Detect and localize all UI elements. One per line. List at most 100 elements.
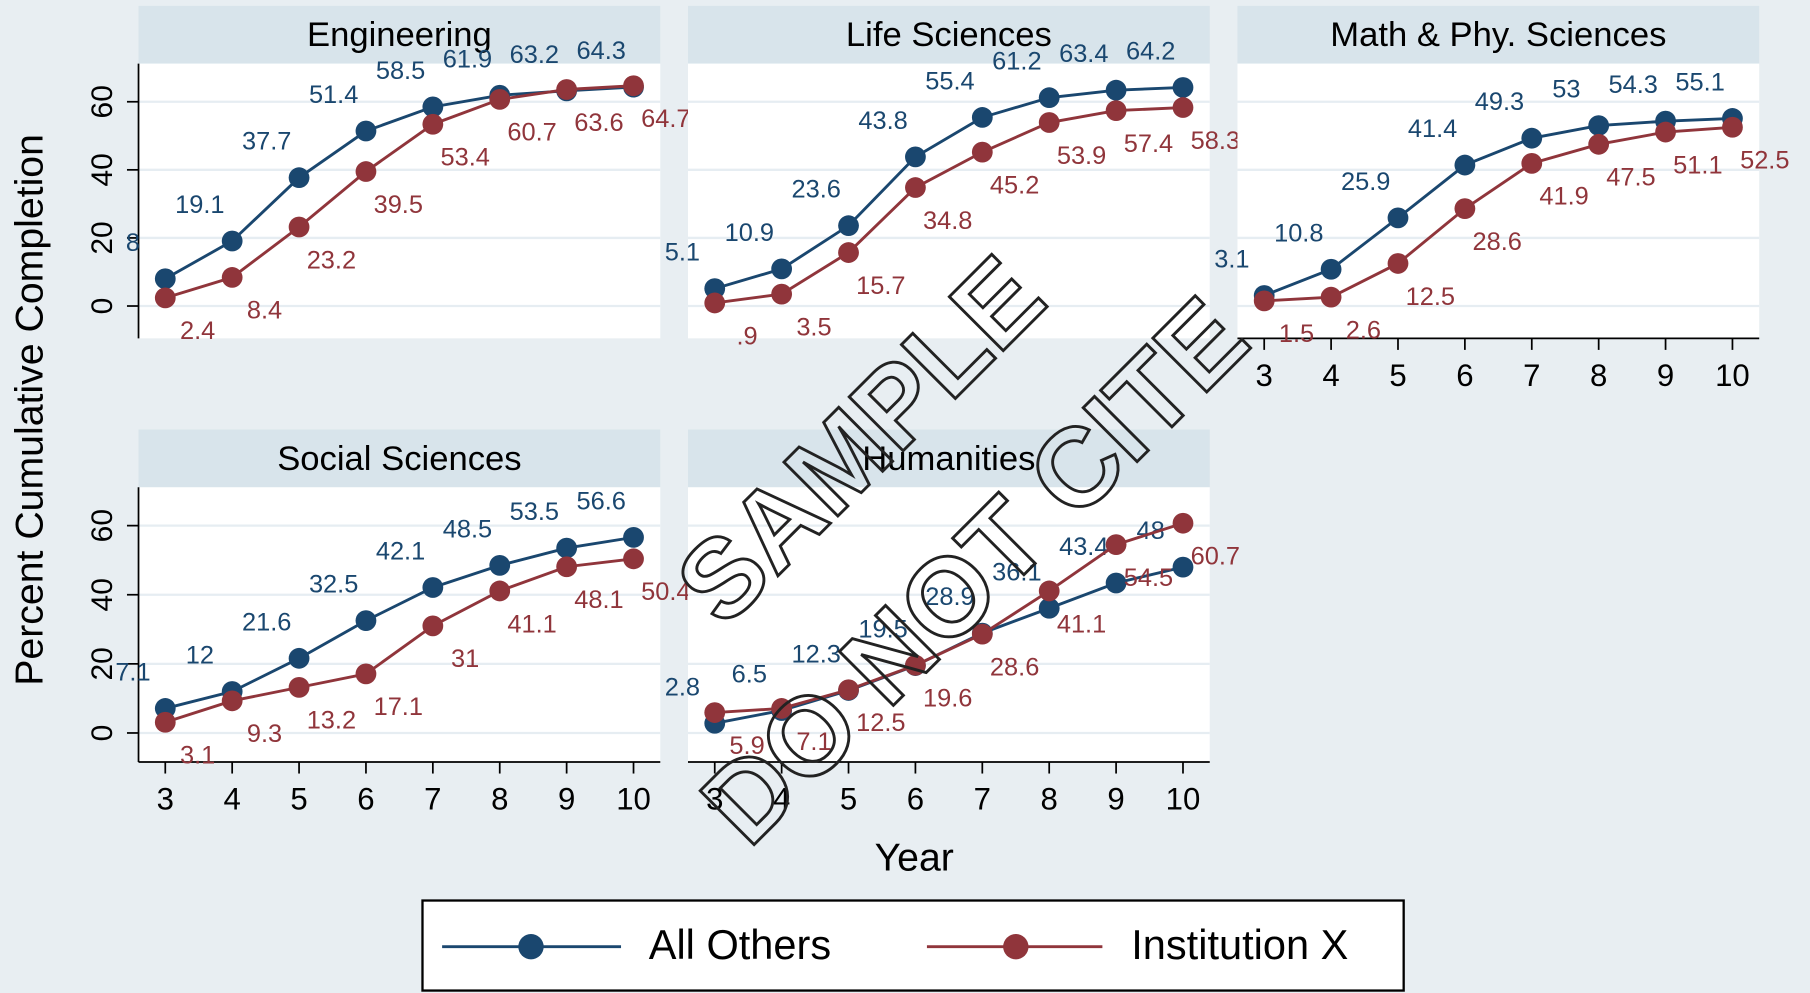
marker <box>1172 556 1194 578</box>
data-label: 12.3 <box>792 641 841 669</box>
legend-marker <box>518 933 544 960</box>
marker <box>1454 154 1476 176</box>
marker <box>838 679 859 701</box>
data-label: 5.9 <box>729 732 764 760</box>
marker <box>288 676 310 698</box>
data-label: 56.6 <box>577 487 626 515</box>
data-label: 53 <box>1552 76 1580 104</box>
series-line <box>164 557 634 724</box>
data-label: 47.5 <box>1606 164 1655 192</box>
marker <box>971 141 993 163</box>
marker <box>1588 133 1610 155</box>
data-label: 63.2 <box>510 41 559 69</box>
data-label: 54.5 <box>1124 564 1173 592</box>
data-label: 51.1 <box>1673 151 1722 179</box>
y-tick-label: 40 <box>86 578 119 611</box>
marker <box>355 161 377 182</box>
series-line <box>164 84 634 300</box>
marker <box>1172 97 1194 118</box>
data-label: 23.6 <box>792 176 841 204</box>
data-label: 12 <box>186 642 214 670</box>
data-label: 31 <box>451 645 479 673</box>
marker <box>422 96 444 118</box>
data-label: 41.9 <box>1539 183 1588 211</box>
marker <box>1454 198 1476 220</box>
data-label: 15.7 <box>856 272 905 300</box>
panel-strip <box>687 5 1210 64</box>
x-tick-label: 3 <box>157 781 174 816</box>
data-label: 43.8 <box>858 107 907 135</box>
data-label: 54.3 <box>1609 71 1658 99</box>
data-label: 3.1 <box>180 742 215 770</box>
data-label: 5.1 <box>665 239 700 267</box>
panel-title: Humanities <box>862 440 1035 478</box>
data-label: 53.5 <box>510 498 559 526</box>
x-tick-label: 10 <box>616 781 651 816</box>
data-label: 25.9 <box>1341 168 1390 196</box>
marker <box>704 278 726 300</box>
panel: Engineering 0 20 40 60 8 19.1 37.7 51.4 58.5 61.9 6… <box>86 5 691 345</box>
data-label: 39.5 <box>374 191 423 219</box>
data-label: 60.7 <box>507 119 556 147</box>
marker <box>1521 152 1543 174</box>
data-label: 63.6 <box>574 109 623 137</box>
marker <box>1105 534 1127 556</box>
data-label: 2.4 <box>180 317 215 345</box>
marker <box>422 577 444 598</box>
data-label: 48.5 <box>443 515 492 543</box>
y-tick-label: 40 <box>86 153 119 186</box>
series-line <box>714 521 1184 715</box>
panel-title: Life Sciences <box>846 16 1052 54</box>
x-tick-label: 5 <box>840 781 857 816</box>
data-label: 32.5 <box>309 571 358 599</box>
panel: Math & Phy. Sciences 3 4 5 6 7 8 9 10 3.1 10.8 25.9… <box>1214 5 1789 393</box>
marker <box>838 215 859 237</box>
marker <box>838 242 859 263</box>
marker <box>221 267 243 288</box>
data-label: 55.4 <box>925 67 974 95</box>
plot-area <box>138 63 661 339</box>
marker <box>971 623 993 645</box>
data-label: 2.8 <box>665 673 700 701</box>
marker <box>1320 258 1342 280</box>
data-label: 50.4 <box>641 578 690 606</box>
data-label: 28.6 <box>990 653 1039 681</box>
x-tick-label: 5 <box>290 781 307 816</box>
data-label: 7.1 <box>115 659 150 687</box>
marker <box>1038 580 1060 602</box>
data-label: 58.3 <box>1191 127 1240 155</box>
data-label: 10.9 <box>725 219 774 247</box>
marker <box>1172 77 1194 98</box>
marker <box>422 615 444 637</box>
marker <box>556 79 578 100</box>
marker <box>623 526 644 548</box>
legend-label: All Others <box>649 921 831 968</box>
data-label: 13.2 <box>307 707 356 735</box>
y-axis-label: Percent Cumulative Completion <box>8 134 52 686</box>
marker <box>1105 79 1127 101</box>
x-tick-label: 3 <box>1256 358 1273 393</box>
data-label: 41.1 <box>507 610 556 638</box>
marker <box>288 216 310 238</box>
x-tick-label: 7 <box>974 781 991 816</box>
x-tick-label: 10 <box>1715 358 1750 393</box>
marker <box>771 283 793 305</box>
marker <box>1105 100 1127 121</box>
data-label: 23.2 <box>307 246 356 274</box>
y-tick-label: 60 <box>86 85 119 118</box>
data-label: 1.5 <box>1279 320 1314 348</box>
panel-strip <box>138 429 661 488</box>
series-line <box>164 535 634 710</box>
data-label: 64.2 <box>1126 38 1175 66</box>
panel-title: Math & Phy. Sciences <box>1330 16 1666 54</box>
marker <box>154 287 176 309</box>
data-label: 42.1 <box>376 538 425 566</box>
data-label: 48.1 <box>574 586 623 614</box>
marker <box>489 554 511 576</box>
data-label: 45.2 <box>990 171 1039 199</box>
data-label: 17.1 <box>374 693 423 721</box>
panel-title: Social Sciences <box>277 440 521 478</box>
data-label: 19.5 <box>858 616 907 644</box>
y-tick-label: 20 <box>86 221 119 254</box>
